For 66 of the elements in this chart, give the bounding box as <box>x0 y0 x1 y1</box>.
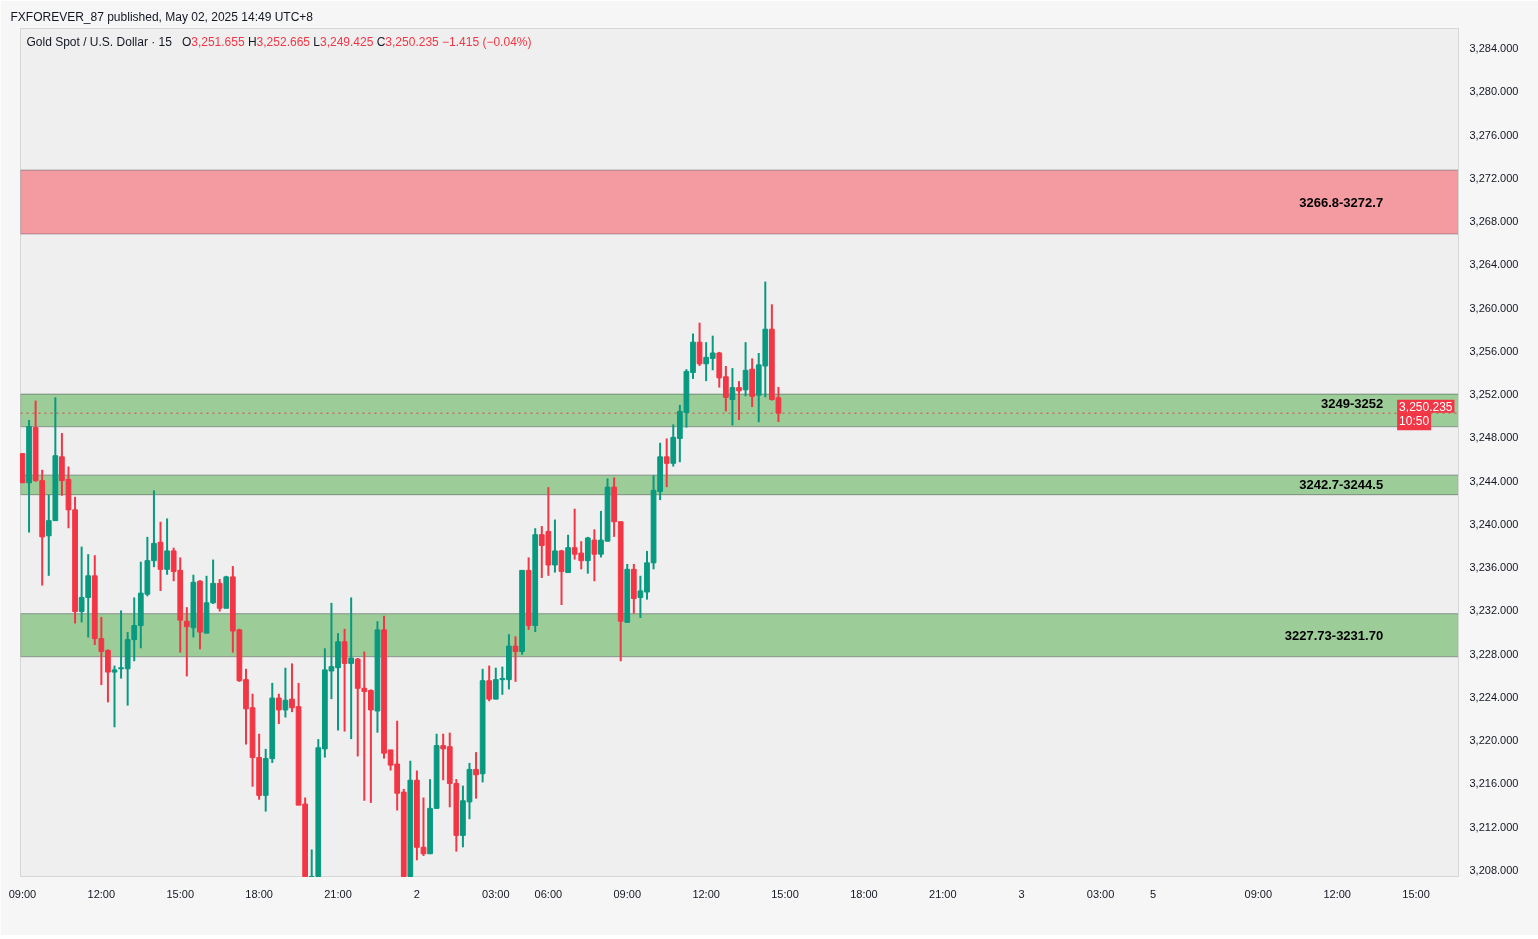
candlestick <box>348 596 355 741</box>
x-tick-label: 21:00 <box>929 887 957 900</box>
y-tick-label: 3,280.000 <box>1469 85 1519 98</box>
x-tick-label: 03:00 <box>482 887 510 900</box>
candlestick <box>584 535 591 575</box>
y-tick-label: 3,212.000 <box>1469 820 1519 833</box>
y-tick-label: 3,216.000 <box>1469 777 1519 790</box>
text: Gold Spot / U.S. Dollar · 15 <box>26 34 173 49</box>
text: O3,251.655 H3,252.665 L3,249.425 C3,250.235 −1.415 (−0.04%) <box>181 34 532 49</box>
candlestick <box>341 627 348 733</box>
candlestick <box>558 548 565 607</box>
candlestick <box>696 321 703 367</box>
band-label: 3249-3252 <box>1320 396 1384 412</box>
x-tick-label: 18:00 <box>850 887 878 900</box>
band-label: 3227.73-3231.70 <box>1284 627 1384 643</box>
candlestick <box>473 751 479 800</box>
y-tick-label: 3,284.000 <box>1469 41 1519 54</box>
y-tick-label: 3,264.000 <box>1469 258 1519 271</box>
x-tick-label: 12:00 <box>1323 887 1351 900</box>
ref-line-label: 3,250.235 <box>1399 399 1453 414</box>
candlestick <box>729 367 736 427</box>
y-tick-label: 3,232.000 <box>1469 604 1519 617</box>
candlestick <box>282 666 289 719</box>
y-tick-label: 3,256.000 <box>1469 344 1519 357</box>
x-tick-label: 15:00 <box>166 887 195 900</box>
candlestick <box>183 606 190 678</box>
candlestick <box>512 635 519 683</box>
candlestick <box>486 664 493 703</box>
candlestick <box>111 664 118 729</box>
y-tick-label: 3,260.000 <box>1469 301 1519 314</box>
y-tick-label: 3,272.000 <box>1469 171 1519 184</box>
annotation: 10:50 <box>1399 414 1430 429</box>
x-tick-label: 06:00 <box>534 887 563 900</box>
y-tick-label: 3,228.000 <box>1469 647 1519 660</box>
x-tick-label: 09:00 <box>1244 887 1273 900</box>
x-tick-label: 12:00 <box>692 887 720 900</box>
candlestick <box>164 517 170 576</box>
x-tick-label: 5 <box>1150 887 1157 900</box>
x-tick-label: 15:00 <box>1402 887 1430 900</box>
candlestick <box>591 528 598 583</box>
y-tick-label: 3,236.000 <box>1469 561 1519 574</box>
y-tick-label: 3,268.000 <box>1469 215 1519 228</box>
band-label: 3266.8-3272.7 <box>1299 194 1384 210</box>
x-tick-label: 2 <box>413 887 420 900</box>
text: FXFOREVER_87 published, May 02, 2025 14:49 UTC+8 <box>10 9 314 24</box>
y-tick-label: 3,276.000 <box>1469 128 1519 141</box>
y-tick-label: 3,208.000 <box>1469 864 1519 877</box>
x-tick-label: 21:00 <box>324 887 352 900</box>
y-tick-label: 3,240.000 <box>1469 517 1519 530</box>
x-tick-label: 3 <box>1018 887 1025 900</box>
y-tick-label: 3,252.000 <box>1469 388 1519 401</box>
y-tick-label: 3,244.000 <box>1469 474 1519 487</box>
x-tick-label: 15:00 <box>771 887 799 900</box>
y-tick-label: 3,224.000 <box>1469 690 1519 703</box>
y-tick-label: 3,248.000 <box>1469 431 1519 444</box>
candlestick <box>742 341 749 398</box>
x-tick-label: 18:00 <box>245 887 273 900</box>
candlestick <box>552 518 558 574</box>
x-tick-label: 12:00 <box>87 887 116 900</box>
x-tick-label: 03:00 <box>1086 887 1115 900</box>
band-label: 3242.7-3244.5 <box>1299 477 1384 493</box>
x-tick-label: 09:00 <box>613 887 642 900</box>
candlestick <box>275 692 282 725</box>
candlestick <box>663 437 670 489</box>
y-tick-label: 3,220.000 <box>1469 734 1519 747</box>
x-tick-label: 09:00 <box>8 887 37 900</box>
